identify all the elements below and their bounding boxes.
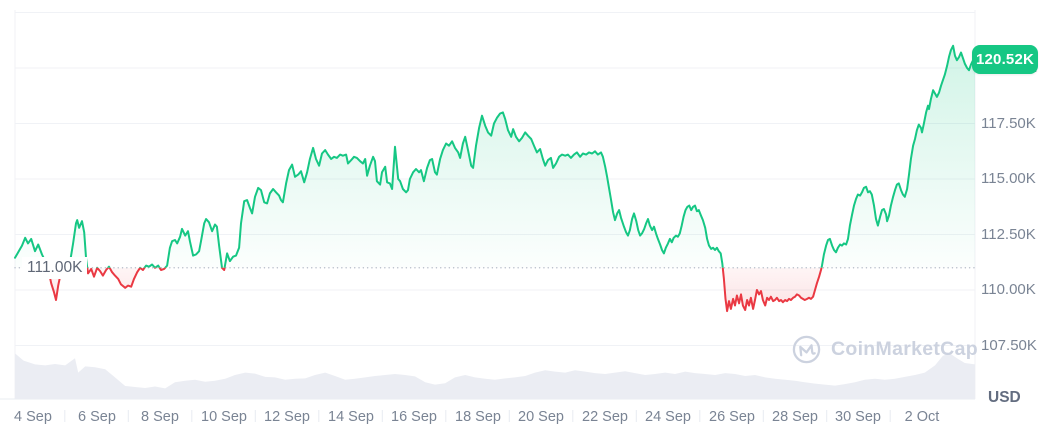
- y-axis-label: 117.50K: [981, 115, 1036, 132]
- x-axis-label: 14 Sep: [328, 409, 374, 425]
- area-fill-up: [15, 45, 975, 268]
- x-axis-label: 20 Sep: [518, 409, 564, 425]
- y-axis-label: 112.50K: [981, 226, 1036, 243]
- last-price-value: 120.52K: [975, 51, 1035, 68]
- x-axis-label: 22 Sep: [582, 409, 628, 425]
- x-axis-label: 8 Sep: [141, 409, 179, 425]
- last-price-badge: 120.52K: [972, 45, 1038, 74]
- y-axis-label: 115.00K: [981, 170, 1036, 187]
- x-axis-label: 26 Sep: [709, 409, 755, 425]
- y-axis-label: 107.50K: [981, 337, 1037, 354]
- y-axis-label: 110.00K: [981, 281, 1036, 298]
- x-axis-label: 24 Sep: [645, 409, 691, 425]
- x-axis-label: 6 Sep: [78, 409, 116, 425]
- x-axis-label: 10 Sep: [201, 409, 247, 425]
- x-axis-label: 4 Sep: [14, 409, 52, 425]
- x-axis-label: 18 Sep: [455, 409, 501, 425]
- baseline-price-label: 111.00K: [22, 257, 88, 279]
- price-line-up: [14, 44, 976, 268]
- x-axis-label: 28 Sep: [772, 409, 818, 425]
- x-axis-label: 12 Sep: [264, 409, 310, 425]
- x-axis-label: 16 Sep: [391, 409, 437, 425]
- currency-unit-label: USD: [988, 389, 1021, 406]
- volume-area: [15, 353, 975, 399]
- x-axis-label: 30 Sep: [835, 409, 881, 425]
- x-axis-label: 2 Oct: [904, 409, 940, 425]
